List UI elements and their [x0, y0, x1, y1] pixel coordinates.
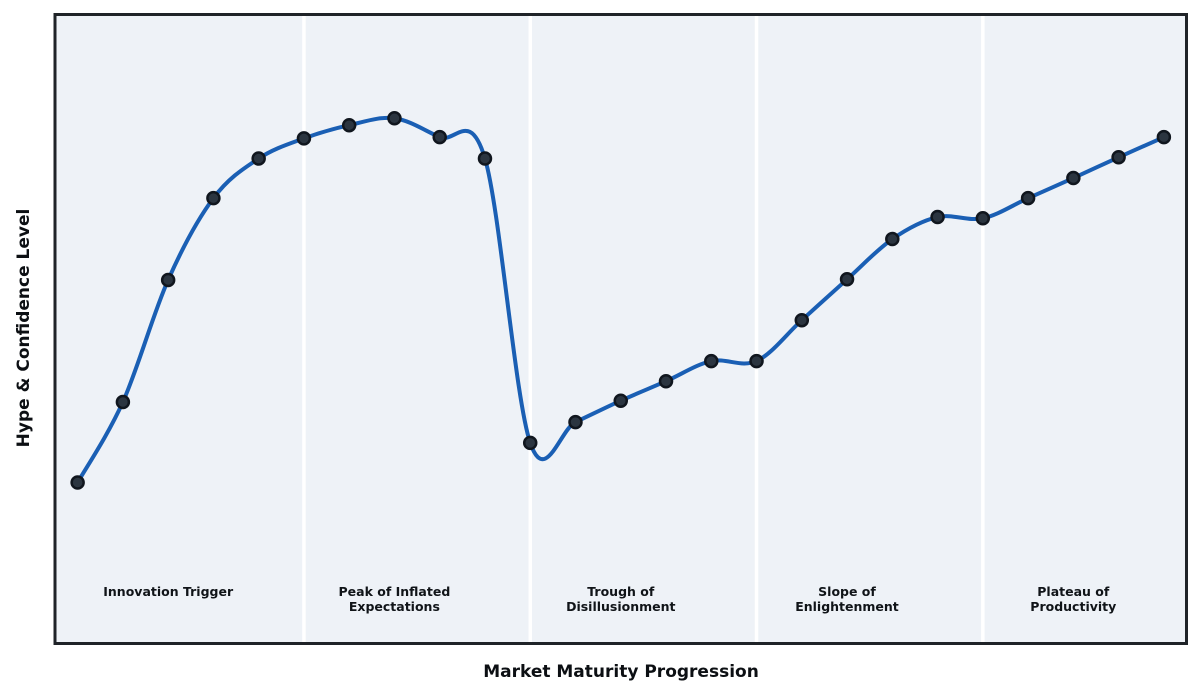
data-point [341, 117, 357, 133]
data-point [839, 272, 855, 287]
phase-label-plateau-of-productivity: Plateau of Productivity [1030, 584, 1117, 614]
phase-label-trough-of-disillusionment: Trough of Disillusionment [566, 584, 676, 614]
data-point [1066, 170, 1081, 186]
data-point [749, 353, 764, 369]
phase-dividers [302, 16, 985, 642]
data-point [296, 131, 312, 146]
data-point [885, 231, 900, 247]
data-point [704, 353, 719, 369]
data-point [115, 394, 131, 410]
phase-label-slope-of-enlightenment: Slope of Enlightenment [795, 584, 899, 614]
data-point [1020, 190, 1036, 206]
data-point [658, 373, 674, 389]
data-point [794, 312, 810, 328]
data-point [975, 211, 991, 226]
data-point [522, 435, 538, 451]
data-point [568, 414, 583, 430]
phase-label-innovation-trigger: Innovation Trigger [103, 584, 234, 599]
data-point [70, 475, 85, 490]
x-axis-label: Market Maturity Progression [483, 662, 759, 682]
data-point [1156, 129, 1172, 145]
data-point [251, 151, 266, 166]
plot-area-background [55, 14, 1187, 644]
data-point [160, 272, 176, 288]
y-axis-label: Hype & Confidence Level [14, 208, 34, 448]
data-point [1111, 150, 1126, 165]
data-points [70, 111, 1172, 490]
data-point [206, 190, 221, 206]
data-point [930, 209, 945, 225]
phase-label-peak-of-inflated-expectations: Peak of Inflated Expectations [338, 584, 451, 614]
hype-curve-line [75, 115, 1166, 485]
data-point [432, 129, 447, 145]
data-point [387, 111, 402, 126]
plot-frame [53, 13, 1188, 645]
data-point [613, 393, 628, 408]
data-point [477, 151, 493, 166]
